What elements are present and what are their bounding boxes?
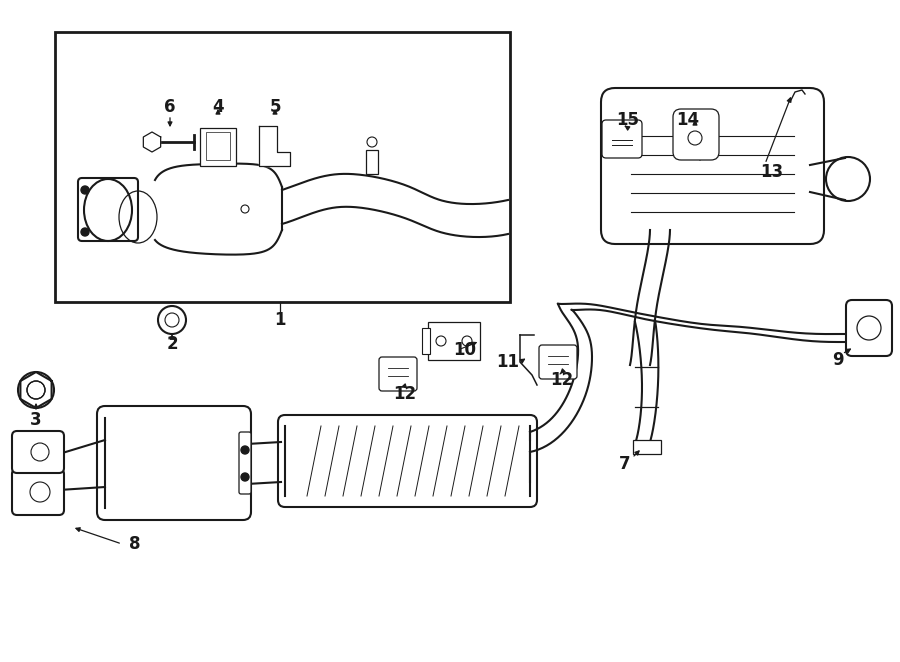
Text: 2: 2 bbox=[166, 335, 178, 353]
Text: 3: 3 bbox=[31, 411, 41, 429]
Text: 10: 10 bbox=[454, 341, 476, 359]
FancyBboxPatch shape bbox=[673, 109, 719, 160]
Text: 9: 9 bbox=[832, 351, 844, 369]
FancyBboxPatch shape bbox=[428, 322, 480, 360]
FancyBboxPatch shape bbox=[601, 88, 824, 244]
FancyBboxPatch shape bbox=[379, 357, 417, 391]
Bar bbox=[55, 32, 510, 302]
Text: 1: 1 bbox=[274, 311, 286, 329]
Text: 8: 8 bbox=[130, 535, 140, 553]
FancyBboxPatch shape bbox=[200, 128, 236, 166]
FancyBboxPatch shape bbox=[97, 406, 251, 520]
Circle shape bbox=[81, 186, 89, 194]
Circle shape bbox=[241, 473, 249, 481]
Circle shape bbox=[81, 228, 89, 236]
Bar bbox=[366, 150, 378, 174]
FancyBboxPatch shape bbox=[278, 415, 537, 507]
Bar bbox=[422, 328, 430, 354]
FancyBboxPatch shape bbox=[206, 132, 230, 160]
Polygon shape bbox=[259, 126, 290, 166]
Text: 12: 12 bbox=[393, 385, 417, 403]
Text: 4: 4 bbox=[212, 98, 224, 116]
Text: 6: 6 bbox=[165, 98, 176, 116]
Polygon shape bbox=[21, 372, 51, 408]
FancyBboxPatch shape bbox=[239, 432, 251, 494]
Circle shape bbox=[241, 446, 249, 454]
Bar bbox=[633, 440, 661, 454]
FancyBboxPatch shape bbox=[539, 345, 577, 379]
Text: 5: 5 bbox=[269, 98, 281, 116]
Text: 12: 12 bbox=[551, 371, 573, 389]
FancyBboxPatch shape bbox=[78, 178, 138, 241]
Text: 11: 11 bbox=[497, 353, 519, 371]
Text: 13: 13 bbox=[760, 163, 784, 181]
Text: 15: 15 bbox=[616, 111, 640, 129]
FancyBboxPatch shape bbox=[602, 120, 642, 158]
FancyBboxPatch shape bbox=[12, 469, 64, 515]
FancyBboxPatch shape bbox=[846, 300, 892, 356]
Text: 7: 7 bbox=[619, 455, 631, 473]
Text: 14: 14 bbox=[677, 111, 699, 129]
Polygon shape bbox=[143, 132, 161, 152]
FancyBboxPatch shape bbox=[12, 431, 64, 473]
